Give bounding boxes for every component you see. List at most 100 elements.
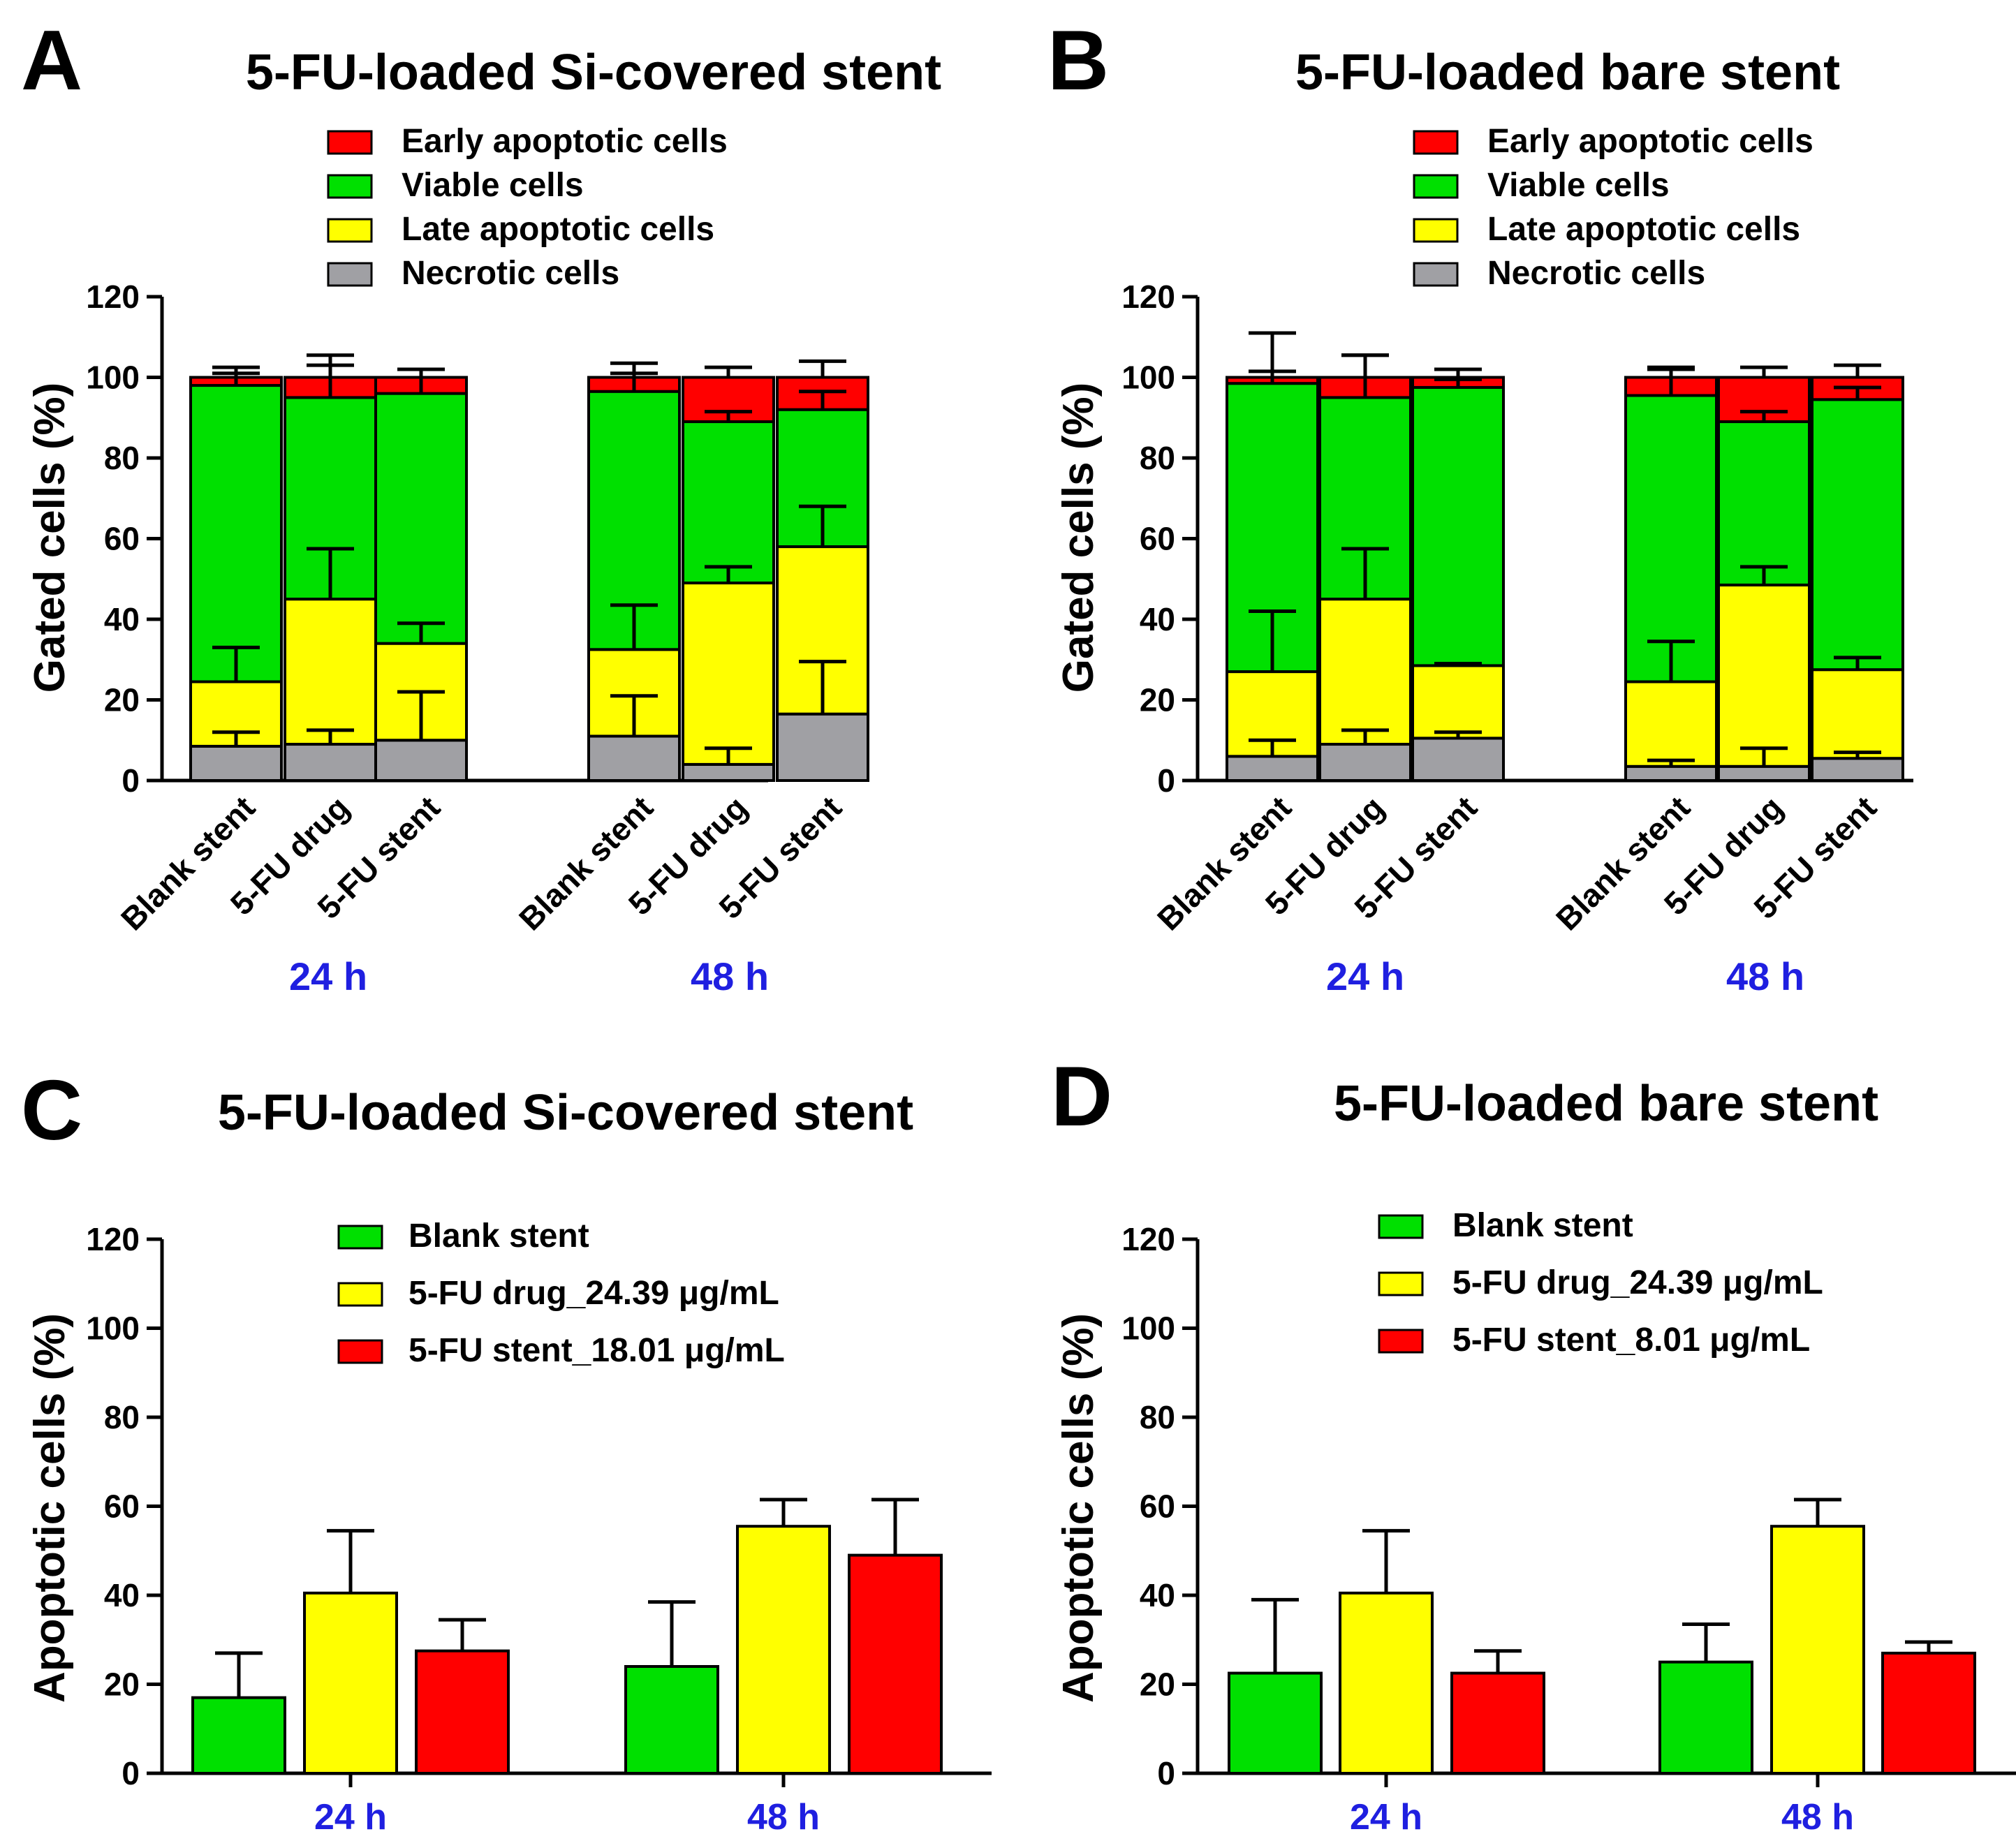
panel-c-axes: C 5-FU-loaded Si-covered stent 0 20 40 60 80 10… <box>21 1063 992 1791</box>
x-category-label: Blank stent <box>512 789 660 937</box>
y-axis-label: Apoptotic cells (%) <box>1054 1313 1103 1703</box>
legend-label: Late apoptotic cells <box>1487 211 1800 248</box>
bar-segment-necrotic <box>374 739 468 782</box>
y-axis-label: Apoptotic cells (%) <box>26 1313 74 1703</box>
y-tick-label: 60 <box>1140 521 1175 557</box>
bar <box>624 1665 719 1775</box>
legend-label: Viable cells <box>1487 167 1670 204</box>
bar-segment-viable <box>189 384 283 683</box>
legend-swatch <box>1378 1329 1424 1354</box>
y-tick-label: 60 <box>1140 1488 1175 1525</box>
bar-segment-necrotic <box>587 734 681 782</box>
bar <box>1339 1591 1434 1775</box>
legend-swatch <box>337 1282 383 1307</box>
x-category-label: 48 h <box>747 1797 820 1838</box>
y-tick-label: 120 <box>86 1221 140 1257</box>
bar-segment-necrotic <box>682 762 775 783</box>
legend-label: Early apoptotic cells <box>1487 123 1813 160</box>
y-tick-label: 60 <box>104 521 140 557</box>
legend-swatch <box>327 130 373 155</box>
y-tick-label: 20 <box>104 682 140 718</box>
legend-swatch <box>337 1339 383 1364</box>
x-category-label: 24 h <box>314 1797 387 1838</box>
y-tick-label: 0 <box>122 1755 140 1791</box>
bar-segment-late <box>1318 598 1412 746</box>
bar <box>415 1649 510 1775</box>
bar <box>1881 1651 1976 1775</box>
bar-segment-necrotic <box>284 743 377 783</box>
chart-title: 5-FU-loaded bare stent <box>1295 45 1840 101</box>
legend: Early apoptotic cells Viable cells Late ap… <box>1413 123 1813 292</box>
x-category-label: Blank stent <box>114 789 262 937</box>
legend-label: Late apoptotic cells <box>402 211 714 248</box>
bar-segment-necrotic <box>189 744 283 782</box>
y-tick-label: 120 <box>86 279 140 315</box>
bar <box>1658 1660 1753 1775</box>
y-tick-label: 100 <box>86 360 140 396</box>
y-tick-label: 40 <box>104 1577 140 1613</box>
y-tick-label: 40 <box>1140 1577 1175 1613</box>
panel-d-axes: D 5-FU-loaded bare stent 0 20 40 60 80 100 120 Ap… <box>1051 1049 2016 1791</box>
bar <box>736 1525 831 1775</box>
chart-title: 5-FU-loaded bare stent <box>1334 1076 1878 1132</box>
y-tick-label: 40 <box>104 601 140 637</box>
bar-segment-late <box>682 582 775 766</box>
y-tick-label: 20 <box>1140 1666 1175 1703</box>
legend: Blank stent 5-FU drug_24.39 μg/mL 5-FU ste… <box>337 1218 785 1369</box>
bar-segment-necrotic <box>1717 764 1811 782</box>
legend-swatch <box>327 174 373 199</box>
bar <box>303 1591 398 1775</box>
chart-title: 5-FU-loaded Si-covered stent <box>246 45 941 101</box>
panel-a-axes: A 5-FU-loaded Si-covered stent 0 20 40 60 80 10… <box>21 13 941 799</box>
y-tick-label: 60 <box>104 1488 140 1525</box>
y-tick-label: 120 <box>1121 279 1175 315</box>
legend-swatch <box>1413 218 1459 243</box>
group-label: 48 h <box>691 954 769 998</box>
legend-label: 5-FU drug_24.39 μg/mL <box>409 1275 779 1312</box>
y-tick-label: 80 <box>1140 1399 1175 1435</box>
y-tick-label: 100 <box>86 1310 140 1347</box>
y-tick-label: 0 <box>1157 1755 1175 1791</box>
y-tick-label: 80 <box>104 440 140 476</box>
legend-swatch <box>327 262 373 287</box>
legend-swatch <box>337 1225 383 1250</box>
legend-label: Necrotic cells <box>402 255 619 292</box>
legend-swatch <box>1378 1271 1424 1296</box>
legend-label: Blank stent <box>1452 1207 1633 1244</box>
panel-label: C <box>21 1063 82 1158</box>
bar-segment-necrotic <box>776 712 869 783</box>
panel-label: A <box>21 13 82 108</box>
legend-swatch <box>1413 130 1459 155</box>
panel-c-bars: 24 h 48 h <box>191 1498 943 1838</box>
bar-segment-viable <box>682 420 775 585</box>
bar-segment-necrotic <box>1411 737 1505 783</box>
group-label: 48 h <box>1726 954 1804 998</box>
y-tick-label: 80 <box>1140 440 1175 476</box>
y-tick-label: 40 <box>1140 601 1175 637</box>
x-category-label: 24 h <box>1350 1797 1422 1838</box>
panel-label: B <box>1047 13 1109 108</box>
bar-segment-viable <box>374 392 468 645</box>
legend-label: Blank stent <box>409 1218 589 1255</box>
y-axis-label: Gated cells (%) <box>1054 383 1103 693</box>
panel-b-axes: B 5-FU-loaded bare stent 0 20 40 60 80 100 120 Ga… <box>1047 13 1913 799</box>
bar <box>848 1553 943 1775</box>
legend: Early apoptotic cells Viable cells Late ap… <box>327 123 728 292</box>
bar-segment-late <box>284 598 377 746</box>
bar-segment-late <box>1624 680 1718 768</box>
bar <box>1450 1671 1545 1775</box>
bar-segment-late <box>1811 668 1904 760</box>
bar <box>191 1696 286 1775</box>
y-tick-label: 80 <box>104 1399 140 1435</box>
legend-swatch <box>1378 1214 1424 1239</box>
bar-segment-viable <box>1411 385 1505 667</box>
legend-swatch <box>1413 262 1459 287</box>
y-tick-label: 20 <box>1140 682 1175 718</box>
group-label: 24 h <box>1326 954 1404 998</box>
legend-swatch <box>327 218 373 243</box>
x-category-label: 48 h <box>1781 1797 1854 1838</box>
legend: Blank stent 5-FU drug_24.39 μg/mL 5-FU ste… <box>1378 1207 1823 1359</box>
